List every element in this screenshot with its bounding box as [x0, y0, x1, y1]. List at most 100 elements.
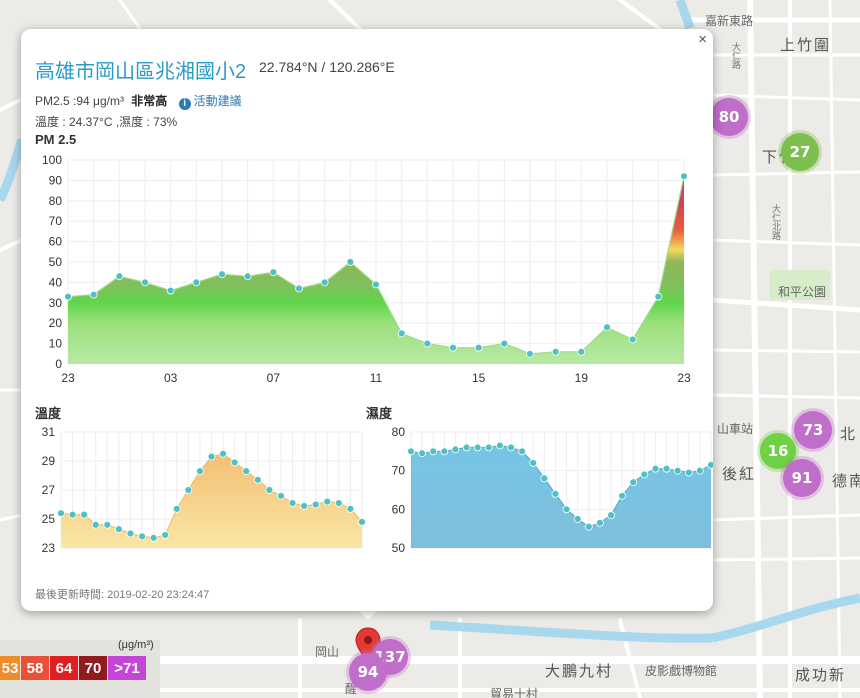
data-point	[166, 286, 175, 295]
y-tick-label: 30	[49, 296, 63, 310]
data-point	[654, 292, 663, 301]
map-label: 上竹圍	[780, 37, 832, 54]
data-point	[418, 449, 427, 458]
data-point	[218, 270, 226, 279]
data-point	[551, 347, 560, 356]
station-coords: 22.784°N / 120.286°E	[259, 59, 395, 75]
station-cluster[interactable]: 27	[781, 133, 819, 171]
activity-advice-link[interactable]: 活動建議	[193, 94, 242, 108]
y-tick-label: 90	[49, 173, 63, 187]
data-point	[673, 466, 682, 475]
data-point	[651, 464, 660, 473]
data-point	[346, 504, 355, 513]
map-label: 北	[840, 426, 858, 443]
station-cluster[interactable]: 94	[349, 653, 387, 691]
data-point	[540, 474, 549, 483]
y-tick-label: 29	[42, 454, 56, 468]
last-update: 最後更新時間: 2019-02-20 23:24:47	[35, 589, 210, 601]
data-point	[451, 445, 460, 454]
info-icon[interactable]: i	[178, 98, 191, 110]
data-point	[640, 470, 649, 479]
y-tick-label: 25	[42, 512, 56, 526]
y-tick-label: 100	[42, 153, 62, 167]
data-point	[114, 525, 123, 534]
data-point	[103, 520, 112, 529]
data-point	[628, 335, 637, 344]
humidity-chart-title: 濕度	[366, 406, 393, 421]
y-tick-label: 20	[49, 316, 63, 330]
data-point	[89, 290, 98, 299]
data-point	[149, 533, 158, 542]
map-label: 貿易十村	[490, 687, 539, 698]
temp-chart: 23 25 27 29 31	[42, 425, 366, 555]
y-tick-label: 70	[392, 464, 406, 478]
data-point	[462, 443, 471, 452]
data-point	[219, 449, 227, 458]
data-point	[423, 339, 432, 348]
data-point	[562, 505, 571, 514]
data-point	[695, 466, 704, 475]
data-point	[196, 467, 204, 476]
humidity-chart: 50 60 70 80	[392, 425, 713, 555]
map-label: 大仁北路	[771, 204, 781, 240]
close-icon[interactable]: ×	[698, 31, 707, 48]
station-name: 高雄市岡山區兆湘國小2	[35, 61, 247, 83]
x-tick-label: 19	[575, 371, 589, 385]
station-cluster[interactable]: 73	[794, 411, 832, 449]
y-tick-label: 50	[49, 255, 63, 269]
data-point	[288, 499, 297, 507]
data-point	[358, 518, 366, 526]
data-point	[277, 491, 285, 500]
data-point	[138, 532, 146, 541]
temp-humidity-reading: 溫度 : 24.37°C ,濕度 : 73%	[35, 115, 178, 129]
data-point	[429, 447, 438, 456]
data-point	[126, 529, 135, 538]
data-point	[372, 280, 380, 289]
y-tick-label: 0	[55, 357, 62, 371]
data-point	[230, 458, 239, 467]
x-tick-label: 03	[164, 371, 178, 385]
data-point	[141, 278, 149, 287]
map-label: 皮影戲博物館	[645, 664, 718, 678]
data-point	[500, 339, 509, 348]
data-point	[529, 459, 538, 467]
data-point	[449, 343, 457, 352]
data-point	[507, 443, 515, 452]
x-tick-label: 07	[267, 371, 281, 385]
data-point	[243, 272, 252, 281]
legend-cell: >71	[108, 656, 146, 680]
data-point	[707, 460, 713, 469]
x-tick-label: 15	[472, 371, 486, 385]
station-cluster[interactable]: 80	[710, 98, 748, 136]
data-point	[68, 510, 77, 519]
data-point	[253, 475, 262, 484]
y-tick-label: 27	[42, 483, 56, 497]
legend-scale: 53 58 64 70 >71	[0, 656, 147, 680]
x-tick-label: 23	[677, 371, 691, 385]
y-tick-label: 70	[49, 214, 63, 228]
pm-chart-title: PM 2.5	[35, 132, 77, 147]
map-label: 嘉新東路	[705, 14, 754, 28]
data-point	[473, 443, 482, 452]
data-point	[618, 491, 627, 500]
data-point	[311, 500, 320, 509]
data-point	[603, 323, 611, 332]
data-point	[518, 447, 527, 456]
data-point	[397, 329, 406, 338]
x-tick-label: 11	[370, 371, 383, 385]
station-cluster[interactable]: 91	[783, 459, 821, 497]
temp-chart-title: 溫度	[35, 406, 62, 421]
data-point	[595, 518, 604, 527]
area-fill	[68, 176, 684, 364]
data-point	[629, 478, 638, 487]
legend-cell: 64	[50, 656, 78, 680]
data-point	[300, 502, 309, 510]
data-point	[192, 278, 201, 287]
data-point	[242, 467, 251, 476]
data-point	[495, 441, 504, 450]
data-point	[346, 258, 355, 266]
data-point	[474, 343, 483, 352]
data-point	[320, 278, 329, 287]
data-point	[334, 499, 343, 507]
station-popup: × 高雄市岡山區兆湘國小2 22.784°N / 120.286°E PM2.5…	[21, 29, 713, 611]
